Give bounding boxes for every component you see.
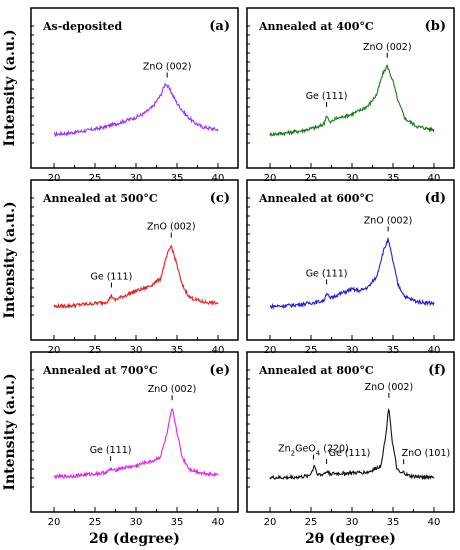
x-tick-label: 30 [130, 345, 143, 356]
panel-tag: (c) [210, 191, 230, 206]
x-tick-label: 20 [264, 517, 277, 528]
y-axis-label: Intensity (a.u.) [2, 29, 18, 146]
xrd-trace [269, 64, 435, 137]
x-tick-label: 25 [305, 173, 318, 184]
x-tick-label: 40 [428, 517, 441, 528]
x-tick-label: 25 [305, 517, 318, 528]
panel-title: Annealed at 500°C [42, 192, 158, 205]
xrd-trace [53, 244, 219, 309]
x-tick-label: 25 [89, 345, 102, 356]
x-axis-label: 2θ (degree) [305, 531, 396, 547]
panel-d: 20 25 30 35 40 Annealed at 600°C (d) Ge (111) Zn… [246, 179, 455, 356]
peak-label: Ge (111) [329, 448, 371, 459]
x-tick-label: 20 [48, 173, 61, 184]
panel-title: Annealed at 700°C [42, 364, 158, 377]
peak-label: ZnO (101) [402, 448, 451, 459]
panel-tag: (e) [209, 363, 230, 378]
xrd-trace [53, 82, 219, 138]
panel-frame [30, 179, 239, 341]
x-tick-label: 30 [130, 517, 143, 528]
panel-frame [30, 7, 239, 169]
panels: 20 25 30 35 40 As-deposited (a) ZnO (002) 20 25 30… [30, 7, 455, 528]
xrd-trace [269, 408, 435, 481]
x-tick-label: 20 [264, 173, 277, 184]
panel-title: As-deposited [42, 20, 122, 33]
x-tick-label: 25 [89, 173, 102, 184]
x-tick-label: 35 [171, 345, 184, 356]
peak-label: Ge (111) [90, 445, 132, 456]
panel-tag: (d) [425, 191, 446, 206]
peak-label: ZnO (002) [364, 215, 413, 226]
peak-label: ZnO (002) [365, 382, 414, 393]
peak-label: ZnO (002) [363, 42, 412, 53]
panel-f: 20 25 30 35 40 Annealed at 800°C (f) Zn2GeO4 (2… [246, 351, 455, 528]
x-tick-label: 40 [428, 345, 441, 356]
panel-c: 20 25 30 35 40 Annealed at 500°C (c) Ge (111) Zn… [30, 179, 239, 356]
panel-title: Annealed at 600°C [258, 192, 374, 205]
x-tick-label: 40 [428, 173, 441, 184]
x-tick-label: 40 [212, 517, 225, 528]
x-tick-label: 30 [130, 173, 143, 184]
panel-frame [30, 351, 239, 513]
x-tick-label: 20 [48, 345, 61, 356]
panel-e: 20 25 30 35 40 Annealed at 700°C (e) Ge (111) Zn… [30, 351, 239, 528]
x-tick-label: 20 [264, 345, 277, 356]
panel-tag: (f) [428, 363, 446, 378]
x-tick-label: 35 [171, 517, 184, 528]
peak-label: ZnO (002) [147, 222, 196, 233]
x-tick-label: 20 [48, 517, 61, 528]
peak-label: ZnO (002) [143, 62, 192, 73]
peak-label: Ge (111) [91, 272, 133, 283]
x-tick-label: 35 [171, 173, 184, 184]
y-axis-label: Intensity (a.u.) [2, 201, 18, 318]
figure-labels: Intensity (a.u.) Intensity (a.u.) Intensit… [2, 29, 396, 547]
panel-a: 20 25 30 35 40 As-deposited (a) ZnO (002) [30, 7, 239, 184]
x-tick-label: 35 [387, 517, 400, 528]
x-tick-label: 35 [387, 345, 400, 356]
panel-frame [246, 179, 455, 341]
panel-title: Annealed at 800°C [258, 364, 374, 377]
xrd-trace [53, 408, 219, 480]
panel-tag: (a) [209, 19, 230, 34]
x-tick-label: 35 [387, 173, 400, 184]
xrd-trace [269, 237, 435, 311]
peak-label: Ge (111) [306, 91, 348, 102]
panel-title: Annealed at 400°C [258, 20, 374, 33]
panel-frame [246, 7, 455, 169]
y-axis-label: Intensity (a.u.) [2, 373, 18, 490]
x-tick-label: 25 [305, 345, 318, 356]
panel-b: 20 25 30 35 40 Annealed at 400°C (b) Ge (111) Zn… [246, 7, 455, 184]
x-tick-label: 40 [212, 173, 225, 184]
peak-label: Ge (111) [306, 268, 348, 279]
x-tick-label: 30 [346, 345, 359, 356]
x-tick-label: 30 [346, 173, 359, 184]
peak-label: ZnO (002) [148, 384, 197, 395]
panel-tag: (b) [425, 19, 446, 34]
x-axis-label: 2θ (degree) [89, 531, 180, 547]
panel-frame [246, 351, 455, 513]
peak-label: Zn2GeO4 (220) [278, 444, 349, 458]
x-tick-label: 25 [89, 517, 102, 528]
x-tick-label: 30 [346, 517, 359, 528]
x-tick-label: 40 [212, 345, 225, 356]
